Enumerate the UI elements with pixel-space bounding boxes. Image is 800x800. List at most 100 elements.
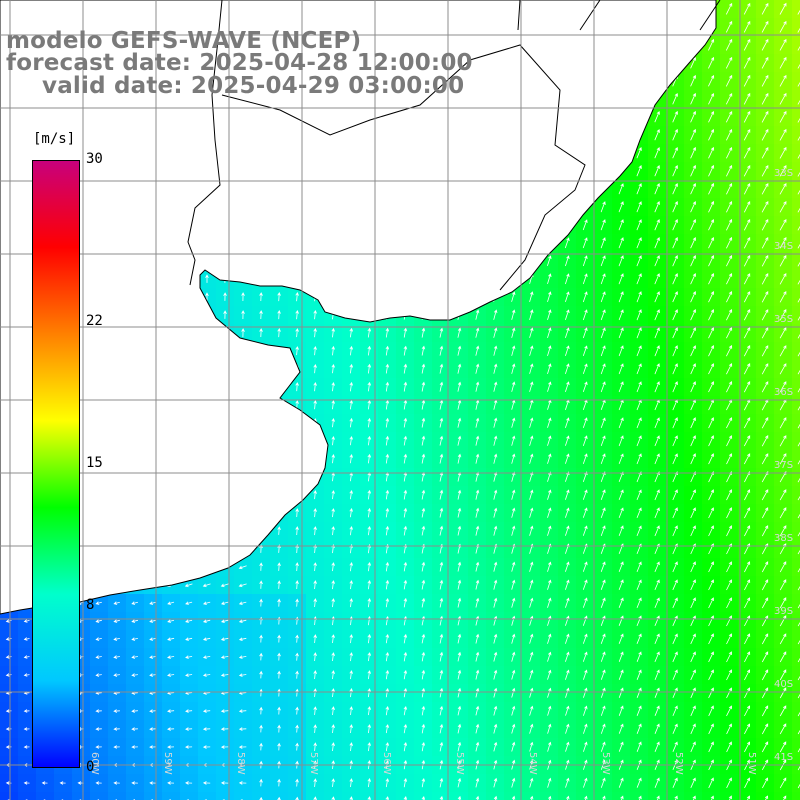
colorbar-unit: [m/s] — [33, 131, 76, 147]
wind-arrow — [220, 637, 229, 641]
wind-arrow — [259, 634, 263, 643]
field-cell — [648, 792, 666, 800]
wind-arrow — [672, 309, 678, 321]
wind-arrow — [202, 601, 211, 605]
wind-arrow — [654, 453, 660, 465]
wind-arrow — [743, 128, 751, 141]
wind-arrow — [565, 561, 570, 572]
wind-arrow — [761, 38, 769, 51]
wind-arrow — [636, 615, 642, 627]
wind-arrow — [113, 709, 120, 713]
field-cell — [792, 252, 800, 270]
wind-arrow — [779, 182, 787, 195]
wind-arrow — [744, 489, 751, 501]
wind-arrow — [529, 597, 534, 608]
wind-arrow — [779, 56, 787, 69]
wind-arrow — [349, 580, 353, 590]
wind-arrow — [582, 273, 588, 285]
wind-arrow — [5, 619, 12, 623]
wind-arrow — [690, 723, 696, 735]
wind-arrow — [238, 583, 247, 588]
wind-arrow — [511, 309, 516, 320]
wind-arrow — [295, 724, 299, 733]
wind-arrow — [761, 633, 769, 645]
wind-arrow — [638, 795, 642, 800]
wind-arrow — [349, 363, 354, 374]
wind-arrow — [565, 273, 570, 285]
wind-arrow — [238, 781, 247, 785]
wind-arrow — [385, 525, 390, 536]
wind-arrow — [457, 363, 462, 374]
wind-arrow — [202, 619, 211, 623]
forecast-date: forecast date: 2025-04-28 12:00:00 — [6, 50, 473, 76]
wind-arrow — [726, 669, 732, 681]
wind-arrow — [547, 723, 552, 734]
wind-arrow — [797, 297, 800, 303]
wind-arrow — [529, 615, 534, 626]
wind-arrow — [761, 525, 769, 537]
wind-arrow — [636, 183, 642, 195]
wind-arrow — [385, 796, 390, 800]
wind-arrow — [475, 669, 480, 680]
wind-arrow — [779, 435, 787, 447]
wind-arrow — [439, 345, 444, 356]
wind-arrow — [493, 741, 498, 752]
wind-arrow — [475, 309, 480, 320]
wind-arrow — [779, 777, 787, 789]
field-cell — [180, 792, 198, 800]
colorbar — [32, 160, 80, 768]
wind-arrow — [779, 290, 787, 303]
wind-arrow — [529, 507, 534, 518]
wind-arrow — [779, 651, 787, 663]
wind-arrow — [779, 92, 787, 105]
longitude-label: 51W — [746, 752, 757, 775]
wind-arrow — [744, 687, 750, 699]
wind-arrow — [764, 795, 769, 800]
wind-arrow — [583, 777, 588, 788]
wind-arrow — [779, 669, 787, 681]
wind-arrow — [565, 633, 570, 644]
field-cell — [792, 234, 800, 252]
latitude-label: 35S — [774, 314, 793, 325]
wind-arrow — [367, 327, 372, 338]
wind-arrow — [439, 741, 444, 752]
wind-arrow — [672, 327, 678, 339]
wind-arrow — [385, 345, 390, 356]
wind-arrow — [238, 637, 247, 641]
wind-arrow — [690, 705, 696, 717]
wind-arrow — [636, 237, 642, 249]
wind-arrow — [367, 525, 372, 536]
wind-arrow — [349, 381, 353, 392]
wind-arrow — [690, 633, 696, 645]
wind-arrow — [797, 171, 800, 177]
wind-arrow — [654, 525, 660, 537]
wind-arrow — [744, 579, 751, 591]
wind-arrow — [708, 146, 715, 159]
field-cell — [792, 360, 800, 378]
wind-arrow — [457, 741, 462, 752]
wind-arrow — [331, 706, 335, 716]
wind-arrow — [600, 309, 606, 321]
wind-arrow — [349, 796, 353, 800]
wind-arrow — [743, 309, 751, 321]
wind-arrow — [331, 345, 335, 356]
wind-arrow — [600, 237, 606, 249]
field-cell — [792, 468, 800, 486]
wind-arrow — [511, 417, 516, 428]
wind-arrow — [726, 525, 732, 537]
field-cell — [234, 792, 252, 800]
wind-arrow — [672, 723, 678, 734]
wind-arrow — [202, 637, 211, 641]
wind-arrow — [367, 706, 371, 716]
wind-arrow — [582, 309, 588, 321]
wind-arrow — [761, 669, 769, 681]
field-cell — [792, 180, 800, 198]
wind-arrow — [743, 236, 751, 249]
field-cell — [792, 666, 800, 684]
wind-arrow — [797, 531, 800, 537]
wind-arrow — [220, 727, 229, 731]
wind-arrow — [779, 164, 787, 177]
wind-arrow — [475, 363, 480, 374]
wind-arrow — [547, 705, 552, 716]
wind-arrow — [511, 435, 516, 446]
